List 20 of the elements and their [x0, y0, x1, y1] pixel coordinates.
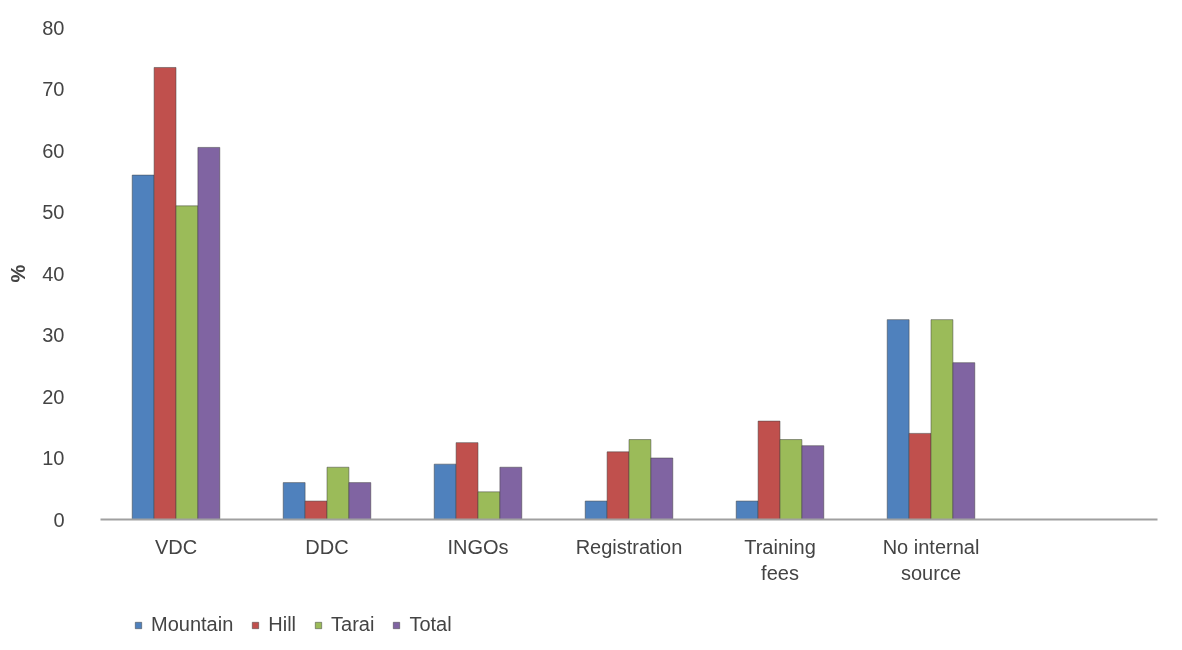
y-tick-label: 50 [42, 201, 65, 223]
y-tick-label: 80 [42, 16, 65, 39]
legend-label: Total [409, 613, 452, 636]
x-tick-label: Training fees [744, 535, 816, 584]
y-tick-label: 60 [42, 139, 65, 162]
y-tick-label: 0 [53, 508, 65, 531]
x-tick-label: DDC [305, 535, 349, 558]
x-tick-label: VDC [154, 535, 198, 558]
x-tick-label: INGOs [447, 535, 509, 558]
y-tick-label: 30 [42, 324, 65, 346]
legend-label: Tarai [331, 613, 375, 636]
y-tick-label: 70 [42, 78, 65, 100]
x-tick-label: Registration [575, 535, 683, 558]
y-tick-label: 40 [42, 262, 65, 285]
legend-label: Mountain [151, 613, 234, 636]
legend-label: Hill [268, 613, 297, 636]
x-tick-label: No internal source [882, 535, 980, 584]
y-tick-label: 10 [42, 447, 65, 469]
y-axis-title: % [7, 264, 30, 283]
y-tick-label: 20 [42, 385, 65, 408]
